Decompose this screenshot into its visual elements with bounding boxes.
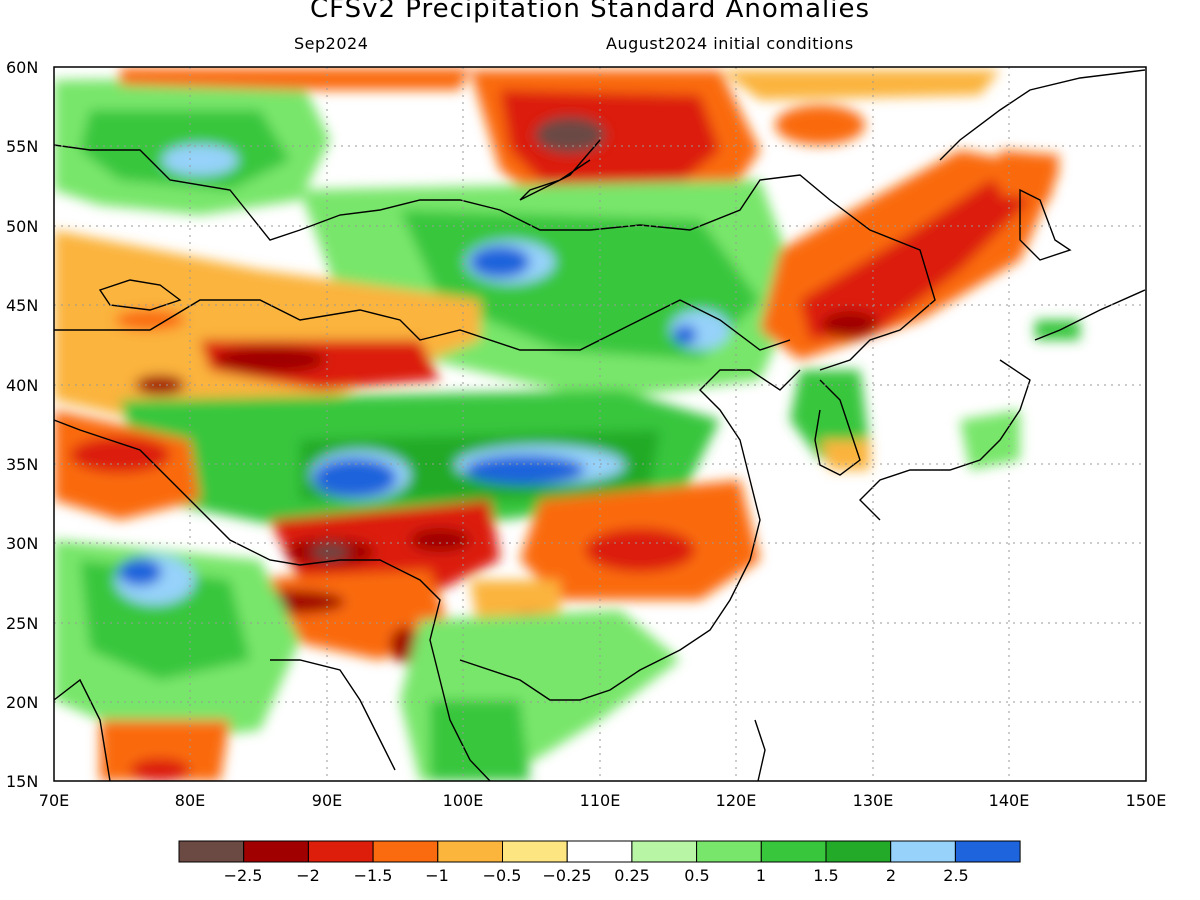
lon-tick-label: 70E xyxy=(39,791,69,810)
colorbar-swatch xyxy=(566,840,633,863)
colorbar-label: −2 xyxy=(296,866,320,885)
coastlines xyxy=(54,69,1146,781)
colorbar-swatch xyxy=(307,840,374,863)
colorbar-label: 2.5 xyxy=(943,866,968,885)
colorbar: −2.5 −2 −1.5 −1 −0.5 −0.25 0.25 0.5 1 1.… xyxy=(178,840,1021,885)
colorbar-swatch xyxy=(502,840,568,863)
colorbar-label: −0.25 xyxy=(542,866,591,885)
colorbar-label: 0.5 xyxy=(684,866,709,885)
lat-tick-label: 20N xyxy=(6,693,38,712)
lat-tick-label: 40N xyxy=(6,376,38,395)
lat-tick-label: 15N xyxy=(6,772,38,791)
lon-tick-label: 110E xyxy=(580,791,621,810)
lon-tick-label: 130E xyxy=(853,791,894,810)
grid xyxy=(54,67,1146,781)
colorbar-label: 2 xyxy=(886,866,896,885)
initial-conditions: August2024 initial conditions xyxy=(606,34,854,53)
colorbar-label: −0.5 xyxy=(483,866,522,885)
lat-tick-label: 25N xyxy=(6,614,38,633)
lon-axis: 70E 80E 90E 100E 110E 120E 130E 140E 150… xyxy=(39,791,1167,810)
colorbar-swatch xyxy=(243,840,309,863)
lon-tick-label: 100E xyxy=(443,791,484,810)
anomaly-field xyxy=(54,67,1146,781)
lat-tick-label: 60N xyxy=(6,58,38,77)
lat-tick-label: 35N xyxy=(6,455,38,474)
colorbar-swatch xyxy=(631,840,698,863)
lon-tick-label: 150E xyxy=(1126,791,1167,810)
colorbar-swatch xyxy=(890,840,956,863)
colorbar-swatch xyxy=(178,840,245,863)
lat-tick-label: 55N xyxy=(6,137,38,156)
colorbar-swatch xyxy=(696,840,762,863)
lat-tick-label: 45N xyxy=(6,296,38,315)
colorbar-label: −1.5 xyxy=(354,866,393,885)
lon-tick-label: 140E xyxy=(989,791,1030,810)
map-title: CFSv2 Precipitation Standard Anomalies xyxy=(309,0,871,24)
lat-tick-label: 30N xyxy=(6,534,38,553)
lon-tick-label: 120E xyxy=(716,791,757,810)
colorbar-label: 1 xyxy=(756,866,766,885)
lon-tick-label: 90E xyxy=(312,791,342,810)
colorbar-swatch xyxy=(954,840,1021,863)
colorbar-label: 0.25 xyxy=(614,866,650,885)
lat-axis: 60N 55N 50N 45N 40N 35N 30N 25N 20N 15N xyxy=(6,58,38,791)
map-frame xyxy=(53,66,1147,782)
colorbar-swatch xyxy=(372,840,439,863)
lon-tick-label: 80E xyxy=(175,791,205,810)
colorbar-swatch xyxy=(825,840,892,863)
colorbar-swatch xyxy=(437,840,503,863)
forecast-month: Sep2024 xyxy=(294,34,369,53)
colorbar-label: −1 xyxy=(425,866,449,885)
lat-tick-label: 50N xyxy=(6,217,38,236)
colorbar-label: 1.5 xyxy=(813,866,838,885)
colorbar-swatch xyxy=(760,840,827,863)
colorbar-label: −2.5 xyxy=(224,866,263,885)
